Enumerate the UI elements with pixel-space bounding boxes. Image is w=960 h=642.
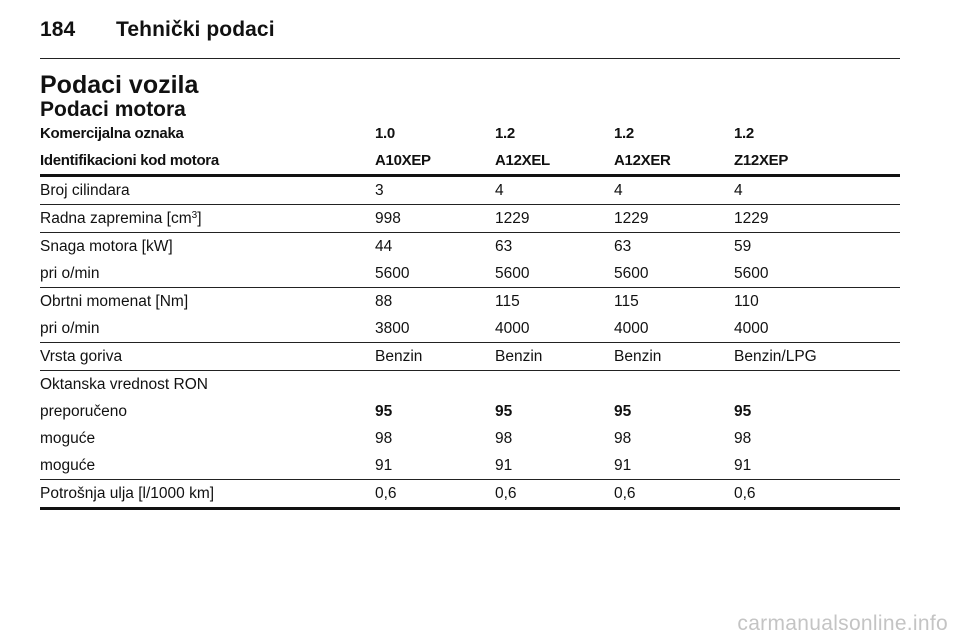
- row-label: Broj cilindara: [40, 182, 130, 199]
- table-cell: 91: [614, 457, 632, 474]
- table-cell: 0,6: [495, 485, 517, 502]
- watermark: carmanualsonline.info: [737, 612, 948, 635]
- row-label: Potrošnja ulja [l/1000 km]: [40, 485, 215, 502]
- table-divider: [40, 232, 900, 233]
- header-cell: Komercijalna oznaka: [40, 125, 184, 142]
- table-cell: 4000: [495, 320, 530, 337]
- table-header-row: Identifikacioni kod motora A10XEP A12XEL…: [40, 147, 900, 174]
- table-cell: 91: [375, 457, 393, 474]
- table-cell: 4: [734, 182, 743, 199]
- table-cell: 0,6: [614, 485, 636, 502]
- table-cell: 5600: [495, 265, 530, 282]
- table-cell: 1229: [734, 210, 769, 227]
- table-cell: 1229: [495, 210, 530, 227]
- table-cell: 91: [495, 457, 513, 474]
- table-cell: 5600: [375, 265, 410, 282]
- row-label: moguće: [40, 430, 96, 447]
- page-title: Podaci vozila: [40, 71, 199, 99]
- table-cell: 115: [614, 293, 639, 310]
- row-label: moguće: [40, 457, 96, 474]
- table-cell: 4: [495, 182, 504, 199]
- table-cell: 95: [375, 403, 393, 420]
- table-divider: [40, 204, 900, 205]
- table-cell: 3800: [375, 320, 410, 337]
- table-cell: Benzin/LPG: [734, 348, 817, 365]
- table-row: Snaga motora [kW] 44 63 63 59: [40, 233, 900, 260]
- table-cell: Benzin: [614, 348, 662, 365]
- table-row: Obrtni momenat [Nm] 88 115 115 110: [40, 288, 900, 315]
- table-row: Oktanska vrednost RON: [40, 371, 900, 398]
- header-cell: 1.2: [614, 125, 634, 142]
- header-cell: 1.2: [495, 125, 515, 142]
- table-cell: 115: [495, 293, 520, 310]
- table-cell: 63: [495, 238, 513, 255]
- table-row: Radna zapremina [cm3] 998 1229 1229 1229: [40, 205, 900, 232]
- table-cell: Benzin: [375, 348, 423, 365]
- table-cell: 5600: [614, 265, 649, 282]
- table-cell: 98: [734, 430, 752, 447]
- table-cell: 998: [375, 210, 401, 227]
- table-divider: [40, 370, 900, 371]
- table-cell: 63: [614, 238, 632, 255]
- table-cell: 98: [375, 430, 393, 447]
- header-rule: [40, 58, 900, 59]
- header-cell: 1.2: [734, 125, 754, 142]
- table-cell: 5600: [734, 265, 769, 282]
- table-cell: 88: [375, 293, 393, 310]
- page-subtitle: Podaci motora: [40, 98, 186, 121]
- table-cell: 95: [495, 403, 513, 420]
- table-row: pri o/min 3800 4000 4000 4000: [40, 315, 900, 342]
- table-cell: 59: [734, 238, 752, 255]
- header-cell: Z12XEP: [734, 152, 789, 169]
- row-label: Radna zapremina [cm3]: [40, 210, 202, 227]
- header-cell: A10XEP: [375, 152, 431, 169]
- page-header: 184 Tehnički podaci: [40, 18, 275, 42]
- table-cell: 4000: [734, 320, 769, 337]
- table-row: pri o/min 5600 5600 5600 5600: [40, 260, 900, 287]
- row-label: pri o/min: [40, 265, 100, 282]
- row-label: Obrtni momenat [Nm]: [40, 293, 189, 310]
- table-cell: 91: [734, 457, 752, 474]
- table-cell: 95: [614, 403, 632, 420]
- table-row: moguće 98 98 98 98: [40, 425, 900, 452]
- header-cell: A12XEL: [495, 152, 550, 169]
- table-cell: 0,6: [375, 485, 397, 502]
- engine-data-table: Komercijalna oznaka 1.0 1.2 1.2 1.2 Iden…: [40, 120, 900, 510]
- table-cell: 4000: [614, 320, 649, 337]
- table-cell: 98: [495, 430, 513, 447]
- page-number: 184: [40, 18, 76, 41]
- table-cell: 44: [375, 238, 393, 255]
- table-divider: [40, 174, 900, 177]
- header-cell: Identifikacioni kod motora: [40, 152, 219, 169]
- table-divider: [40, 342, 900, 343]
- table-row: Broj cilindara 3 4 4 4: [40, 177, 900, 204]
- row-label: Oktanska vrednost RON: [40, 376, 208, 393]
- header-cell: 1.0: [375, 125, 395, 142]
- table-row: moguće 91 91 91 91: [40, 452, 900, 479]
- table-bottom-rule: [40, 507, 900, 510]
- table-header-row: Komercijalna oznaka 1.0 1.2 1.2 1.2: [40, 120, 900, 147]
- table-cell: 1229: [614, 210, 649, 227]
- row-label: Snaga motora [kW]: [40, 238, 173, 255]
- table-row: preporučeno 95 95 95 95: [40, 398, 900, 425]
- table-cell: 0,6: [734, 485, 756, 502]
- row-label: Vrsta goriva: [40, 348, 123, 365]
- table-cell: 4: [614, 182, 623, 199]
- table-divider: [40, 287, 900, 288]
- header-cell: A12XER: [614, 152, 671, 169]
- table-cell: Benzin: [495, 348, 543, 365]
- row-label: preporučeno: [40, 403, 128, 420]
- section-title: Tehnički podaci: [116, 18, 275, 41]
- table-cell: 110: [734, 293, 759, 310]
- table-row: Potrošnja ulja [l/1000 km] 0,6 0,6 0,6 0…: [40, 480, 900, 507]
- table-row: Vrsta goriva Benzin Benzin Benzin Benzin…: [40, 343, 900, 370]
- table-cell: 3: [375, 182, 384, 199]
- row-label: pri o/min: [40, 320, 100, 337]
- table-cell: 95: [734, 403, 752, 420]
- table-divider: [40, 479, 900, 480]
- table-cell: 98: [614, 430, 632, 447]
